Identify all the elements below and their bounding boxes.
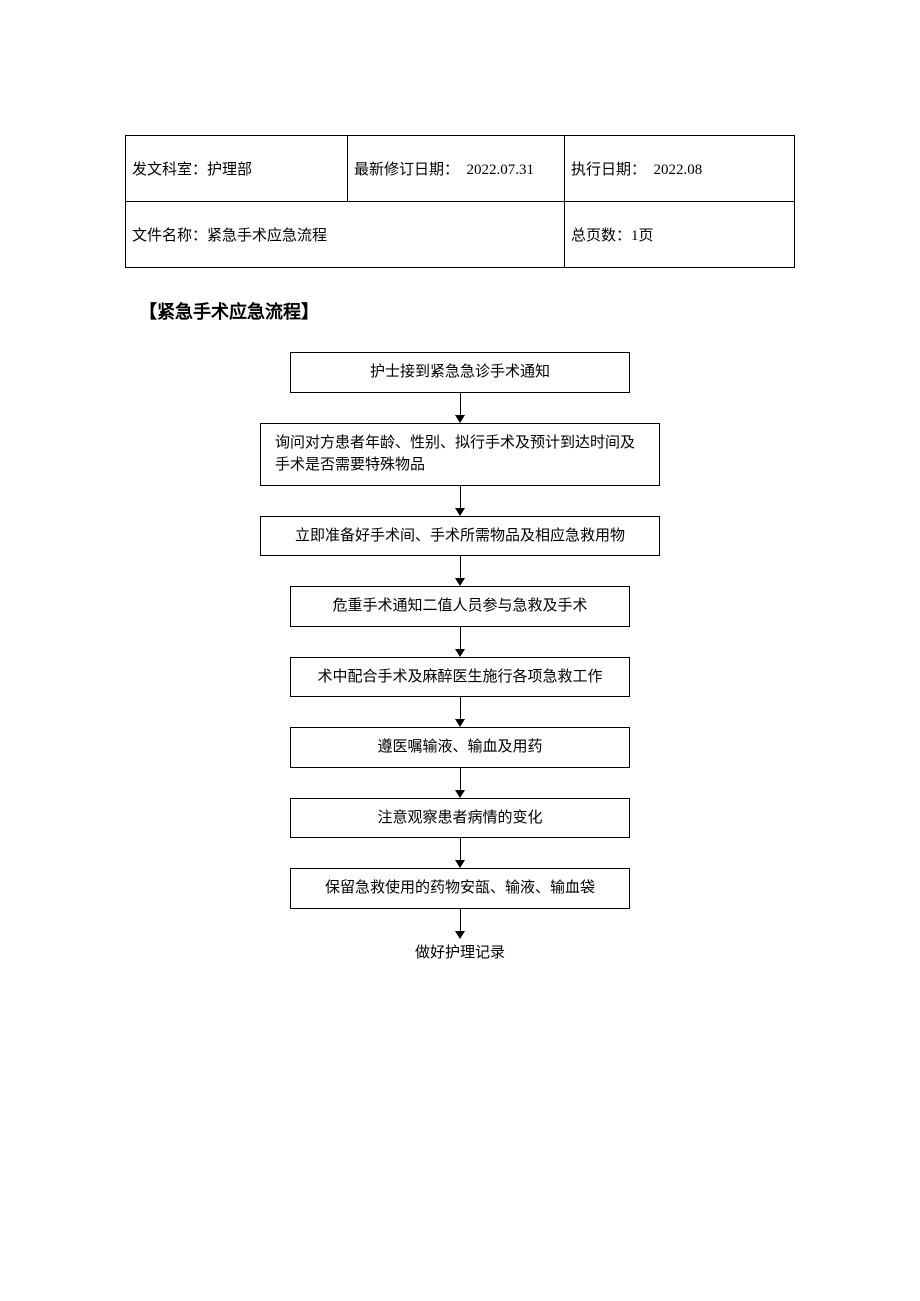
exec-cell: 执行日期： 2022.08 [565, 136, 795, 202]
flow-arrow [455, 556, 465, 586]
rev-label: 最新修订日期： [354, 162, 459, 178]
pages-cell: 总页数：1页 [565, 202, 795, 268]
flow-arrow [455, 838, 465, 868]
flow-arrow [455, 697, 465, 727]
dept-value: 护理部 [207, 162, 252, 178]
docname-cell: 文件名称：紧急手术应急流程 [126, 202, 565, 268]
exec-value: 2022.08 [654, 162, 703, 178]
document-header-table: 发文科室：护理部 最新修订日期： 2022.07.31 执行日期： 2022.0… [125, 135, 795, 268]
flow-final-text: 做好护理记录 [415, 941, 505, 962]
flow-node-n6: 遵医嘱输液、输血及用药 [290, 727, 630, 768]
flowchart: 护士接到紧急急诊手术通知询问对方患者年龄、性别、拟行手术及预计到达时间及手术是否… [125, 352, 795, 962]
pages-value: 1页 [631, 228, 654, 244]
flow-node-n4: 危重手术通知二值人员参与急救及手术 [290, 586, 630, 627]
flow-node-n3: 立即准备好手术间、手术所需物品及相应急救用物 [260, 516, 660, 557]
name-label: 文件名称： [132, 228, 207, 244]
flow-arrow [455, 393, 465, 423]
flow-node-n5: 术中配合手术及麻醉医生施行各项急救工作 [290, 657, 630, 698]
section-title: 【紧急手术应急流程】 [139, 298, 795, 324]
flow-arrow [455, 486, 465, 516]
pages-label: 总页数： [571, 228, 631, 244]
flow-arrow [455, 909, 465, 939]
rev-value: 2022.07.31 [467, 162, 535, 178]
flow-node-n7: 注意观察患者病情的变化 [290, 798, 630, 839]
flow-node-n2: 询问对方患者年龄、性别、拟行手术及预计到达时间及手术是否需要特殊物品 [260, 423, 660, 486]
name-value: 紧急手术应急流程 [207, 228, 327, 244]
revision-cell: 最新修订日期： 2022.07.31 [348, 136, 565, 202]
flow-node-n1: 护士接到紧急急诊手术通知 [290, 352, 630, 393]
flow-arrow [455, 768, 465, 798]
flow-arrow [455, 627, 465, 657]
dept-label: 发文科室： [132, 162, 207, 178]
dept-cell: 发文科室：护理部 [126, 136, 348, 202]
flow-node-n8: 保留急救使用的药物安瓿、输液、输血袋 [290, 868, 630, 909]
exec-label: 执行日期： [571, 162, 646, 178]
